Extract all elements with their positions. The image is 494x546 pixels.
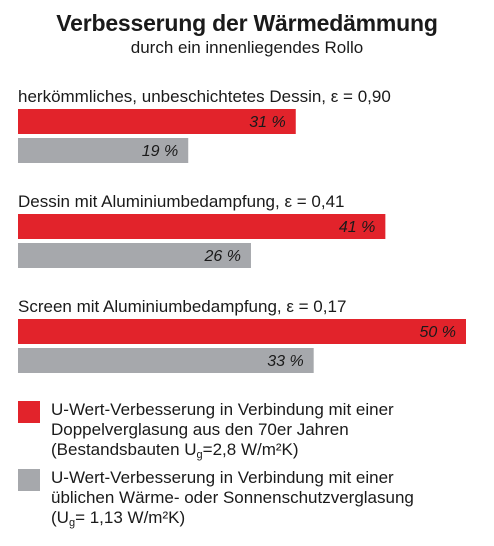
- legend-red-line3-pre: (Bestandsbauten U: [51, 440, 197, 459]
- legend-item-gray: U-Wert-Verbesserung in Verbindung mit ei…: [18, 468, 488, 529]
- legend: U-Wert-Verbesserung in Verbindung mit ei…: [18, 400, 488, 536]
- legend-red-line2: Doppelverglasung aus den 70er Jahren: [51, 420, 349, 439]
- legend-swatch-gray: [18, 469, 40, 491]
- chart-subtitle: durch ein innenliegendes Rollo: [130, 38, 364, 57]
- legend-red-line3: (Bestandsbauten Ug=2,8 W/m²K): [51, 440, 394, 461]
- legend-gray-line3-post: = 1,13 W/m²K): [75, 508, 186, 527]
- bar-value-label: 19 %: [142, 143, 178, 160]
- chart-title: Verbesserung der Wärmedämmung: [56, 10, 438, 36]
- bar: [18, 319, 466, 344]
- legend-red-sub: g: [196, 449, 203, 461]
- legend-red-line1: U-Wert-Verbesserung in Verbindung mit ei…: [51, 400, 394, 419]
- bar-value-label: 26 %: [203, 248, 240, 265]
- category-label: herkömmliches, unbeschichtetes Dessin, ε…: [18, 87, 391, 106]
- legend-red-line3-post: =2,8 W/m²K): [202, 440, 299, 459]
- legend-gray-line3-pre: (U: [51, 508, 69, 527]
- bar-chart: herkömmliches, unbeschichtetes Dessin, ε…: [18, 87, 466, 373]
- bar-value-label: 41 %: [339, 219, 375, 236]
- bar: [18, 109, 296, 134]
- category-label: Dessin mit Aluminiumbedampfung, ε = 0,41: [18, 192, 345, 211]
- bar: [18, 348, 314, 373]
- bar: [18, 214, 386, 239]
- bar: [18, 138, 189, 163]
- legend-item-red: U-Wert-Verbesserung in Verbindung mit ei…: [18, 400, 488, 461]
- legend-gray-line1: U-Wert-Verbesserung in Verbindung mit ei…: [51, 468, 394, 487]
- category-label: Screen mit Aluminiumbedampfung, ε = 0,17: [18, 297, 346, 316]
- legend-gray-sub: g: [68, 517, 76, 529]
- bar-value-label: 50 %: [420, 324, 456, 341]
- bar-value-label: 31 %: [249, 114, 285, 131]
- bar-value-label: 33 %: [267, 353, 303, 370]
- legend-gray-line3: (Ug= 1,13 W/m²K): [51, 508, 414, 529]
- legend-gray-line2: üblichen Wärme- oder Sonnenschutzverglas…: [51, 488, 414, 507]
- legend-text-red: U-Wert-Verbesserung in Verbindung mit ei…: [51, 400, 394, 461]
- legend-text-gray: U-Wert-Verbesserung in Verbindung mit ei…: [51, 468, 414, 529]
- legend-swatch-red: [18, 401, 40, 423]
- bar: [18, 243, 251, 268]
